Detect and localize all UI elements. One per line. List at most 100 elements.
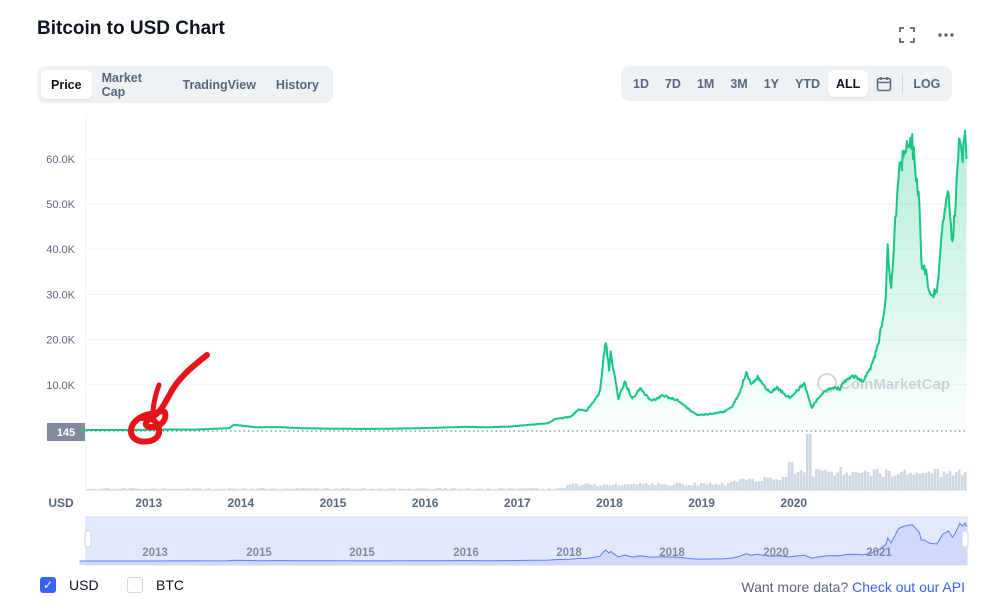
volume-bar — [508, 488, 511, 490]
volume-bar — [858, 473, 861, 490]
volume-bar — [305, 488, 308, 490]
volume-bar — [609, 485, 612, 490]
volume-bar — [727, 483, 730, 490]
x-tick-label: 2014 — [227, 496, 254, 510]
volume-bar — [587, 484, 590, 490]
navigator-left-handle[interactable] — [85, 531, 91, 547]
volume-bar — [341, 488, 344, 490]
volume-bar — [475, 489, 478, 490]
volume-bar — [399, 488, 402, 490]
volume-bar — [715, 484, 718, 490]
x-tick-label: 2019 — [688, 496, 715, 510]
volume-bar — [882, 477, 885, 490]
volume-bar — [89, 489, 92, 490]
volume-bar — [502, 489, 505, 490]
volume-bar — [870, 476, 873, 490]
volume-bar — [469, 489, 472, 490]
current-price-label: 145 — [57, 427, 75, 439]
volume-bar — [578, 486, 581, 490]
volume-bar — [402, 489, 405, 490]
volume-bar — [156, 489, 159, 490]
volume-bar — [283, 488, 286, 490]
volume-bar — [171, 489, 174, 490]
volume-bar — [533, 488, 536, 490]
volume-bar — [411, 489, 414, 490]
volume-bar — [414, 489, 417, 490]
y-tick-label: 60.0K — [46, 154, 75, 166]
volume-bar — [812, 477, 815, 490]
volume-bar — [320, 489, 323, 490]
volume-bar — [757, 481, 760, 490]
volume-bar — [293, 489, 296, 490]
legend-usd[interactable]: ✓ USD — [40, 577, 99, 593]
volume-bar — [441, 489, 444, 490]
volume-bar — [563, 488, 566, 490]
volume-bar — [788, 462, 791, 490]
volume-bar — [633, 484, 636, 490]
volume-bars — [86, 434, 967, 490]
volume-bar — [921, 473, 924, 490]
volume-bar — [244, 488, 247, 490]
volume-bar — [280, 489, 283, 490]
volume-bar — [189, 489, 192, 490]
volume-bar — [754, 482, 757, 490]
usd-checkbox[interactable]: ✓ — [40, 577, 56, 593]
volume-bar — [773, 480, 776, 490]
volume-bar — [739, 479, 742, 490]
volume-bar — [457, 489, 460, 490]
watermark-text: CoinMarketCap — [840, 376, 950, 393]
volume-bar — [359, 489, 362, 490]
volume-bar — [150, 489, 153, 490]
api-prefix: Want more data? — [741, 579, 848, 595]
volume-bar — [706, 485, 709, 490]
volume-bar — [536, 488, 539, 490]
volume-bar — [226, 489, 229, 490]
volume-bar — [782, 476, 785, 490]
volume-bar — [612, 485, 615, 490]
volume-bar — [372, 489, 375, 490]
volume-bar — [669, 486, 672, 490]
navigator-tick-label: 2013 — [142, 547, 168, 559]
volume-bar — [560, 488, 563, 490]
volume-bar — [760, 481, 763, 490]
volume-bar — [186, 488, 189, 490]
volume-bar — [700, 483, 703, 490]
volume-bar — [596, 486, 599, 490]
navigator-right-handle[interactable] — [962, 531, 968, 547]
volume-bar — [855, 472, 858, 490]
volume-bar — [864, 470, 867, 490]
volume-bar — [290, 489, 293, 490]
volume-bar — [268, 489, 271, 490]
volume-bar — [672, 485, 675, 490]
volume-bar — [937, 469, 940, 490]
volume-bar — [362, 488, 365, 490]
volume-bar — [460, 489, 463, 490]
volume-bar — [505, 489, 508, 490]
volume-bar — [490, 489, 493, 490]
volume-bar — [575, 484, 578, 490]
volume-bar — [624, 484, 627, 490]
volume-bar — [183, 489, 186, 490]
volume-bar — [174, 489, 177, 490]
x-tick-label: 2017 — [504, 496, 531, 510]
volume-bar — [912, 475, 915, 490]
volume-bar — [95, 489, 98, 490]
volume-bar — [636, 485, 639, 490]
volume-bar — [703, 483, 706, 490]
volume-bar — [961, 475, 964, 490]
volume-bar — [542, 489, 545, 490]
api-link[interactable]: Check out our API — [852, 579, 965, 595]
volume-bar — [791, 462, 794, 490]
legend-btc[interactable]: BTC — [127, 577, 184, 593]
volume-bar — [484, 489, 487, 490]
volume-bar — [250, 488, 253, 490]
volume-bar — [645, 483, 648, 490]
volume-bar — [138, 489, 141, 490]
btc-checkbox[interactable] — [127, 577, 143, 593]
volume-bar — [107, 488, 110, 490]
volume-bar — [302, 488, 305, 490]
volume-bar — [527, 489, 530, 490]
volume-bar — [86, 489, 89, 490]
volume-bar — [946, 474, 949, 490]
